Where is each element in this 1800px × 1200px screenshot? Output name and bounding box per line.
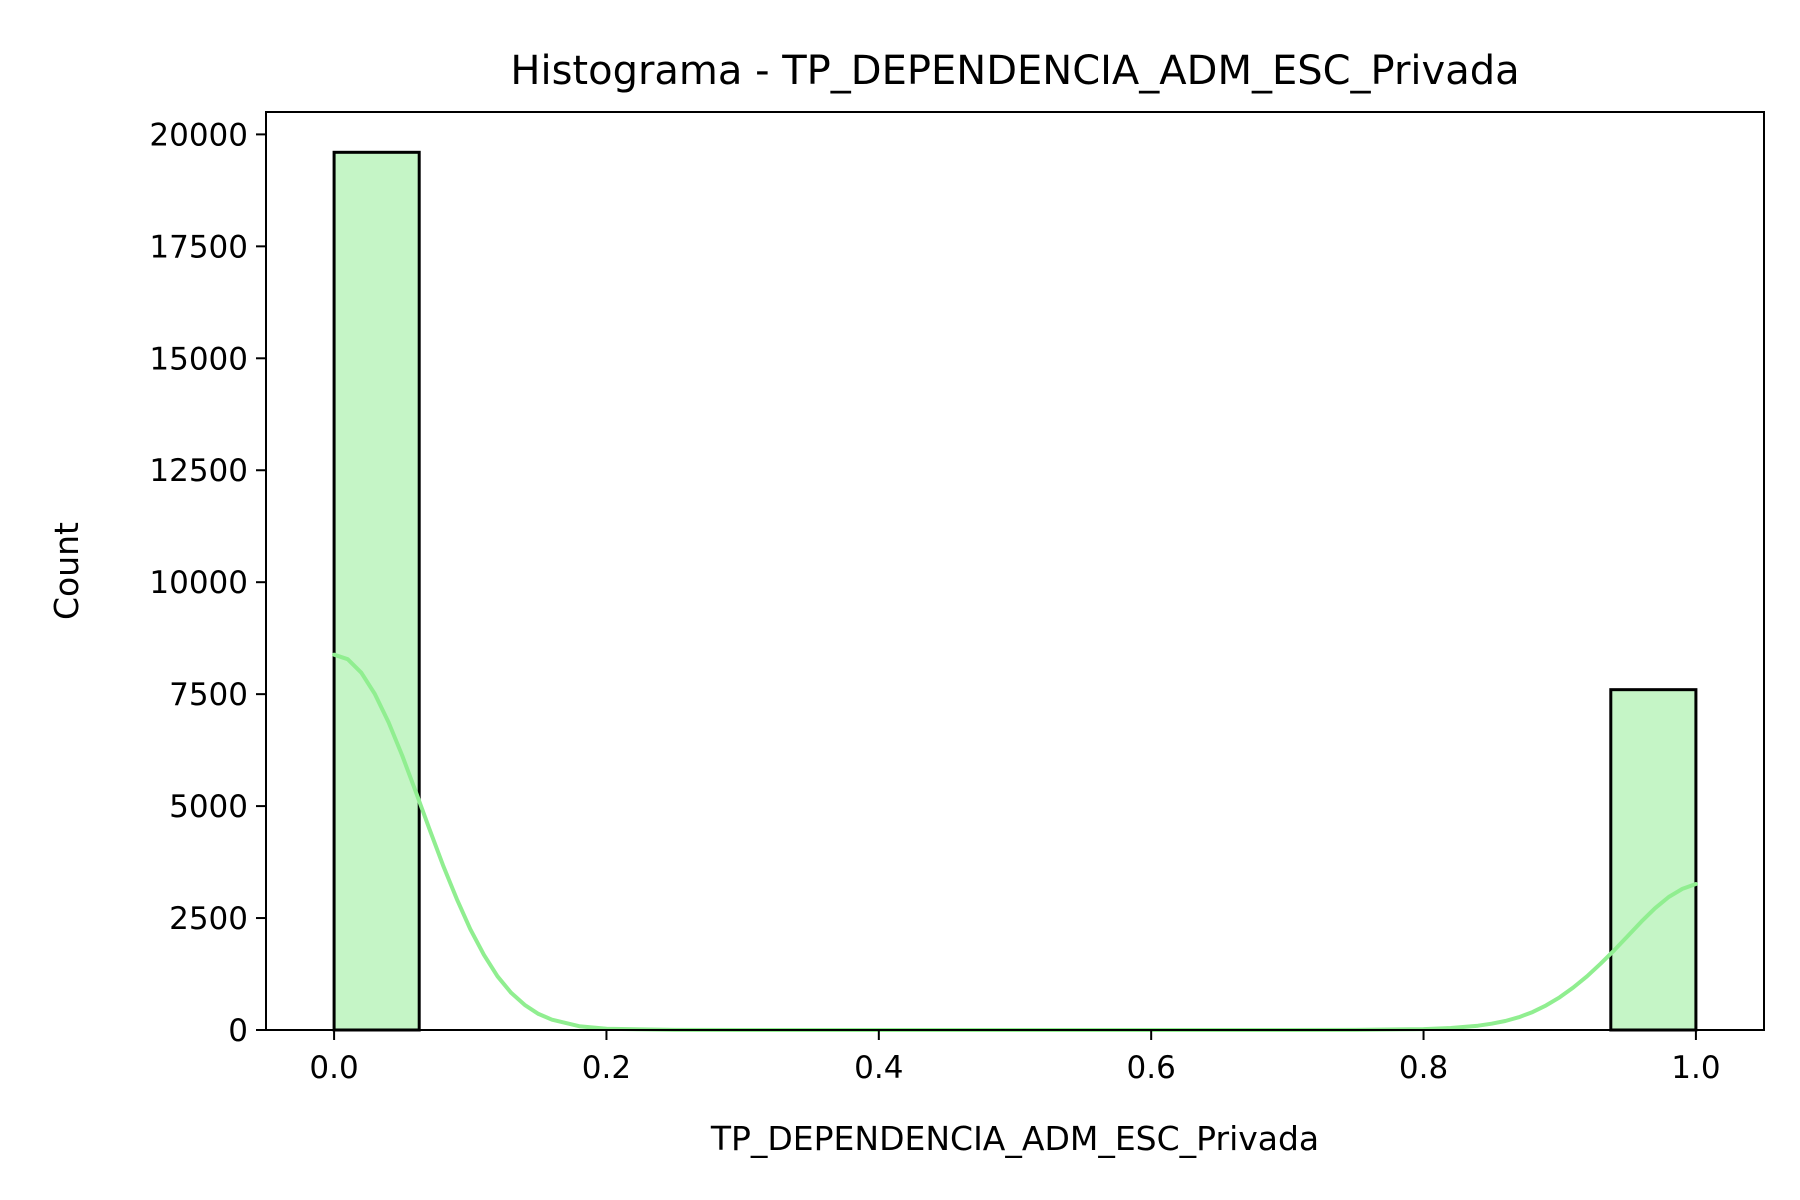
y-tick-label: 12500: [149, 453, 248, 489]
x-tick-label: 0.2: [582, 1050, 631, 1086]
chart-title: Histograma - TP_DEPENDENCIA_ADM_ESC_Priv…: [510, 48, 1519, 94]
y-tick-label: 20000: [149, 117, 248, 153]
histogram-bar: [332, 150, 421, 1032]
y-tick-label: 5000: [169, 789, 248, 825]
y-tick-label: 10000: [149, 565, 248, 601]
bars-layer: [332, 150, 1698, 1032]
y-axis-title: Count: [47, 522, 86, 620]
y-tick-label: 2500: [169, 901, 248, 937]
histogram-bar: [1609, 688, 1698, 1032]
x-tick-label: 0.8: [1399, 1050, 1448, 1086]
y-tick-label: 17500: [149, 229, 248, 265]
x-tick-label: 1.0: [1671, 1050, 1720, 1086]
y-tick-label: 0: [228, 1013, 248, 1049]
x-tick-label: 0.4: [854, 1050, 903, 1086]
x-tick-label: 0.6: [1127, 1050, 1176, 1086]
plot-frame: [265, 111, 1765, 1031]
y-axis-ticks: 0 2500 5000 7500 10000 12500 15000 17500 20000: [149, 117, 266, 1049]
x-axis-ticks: 0.0 0.2 0.4 0.6 0.8 1.0: [309, 1030, 1721, 1086]
y-tick-label: 7500: [169, 677, 248, 713]
x-tick-label: 0.0: [309, 1050, 358, 1086]
y-tick-label: 15000: [149, 341, 248, 377]
x-axis-title: TP_DEPENDENCIA_ADM_ESC_Privada: [710, 1119, 1319, 1158]
